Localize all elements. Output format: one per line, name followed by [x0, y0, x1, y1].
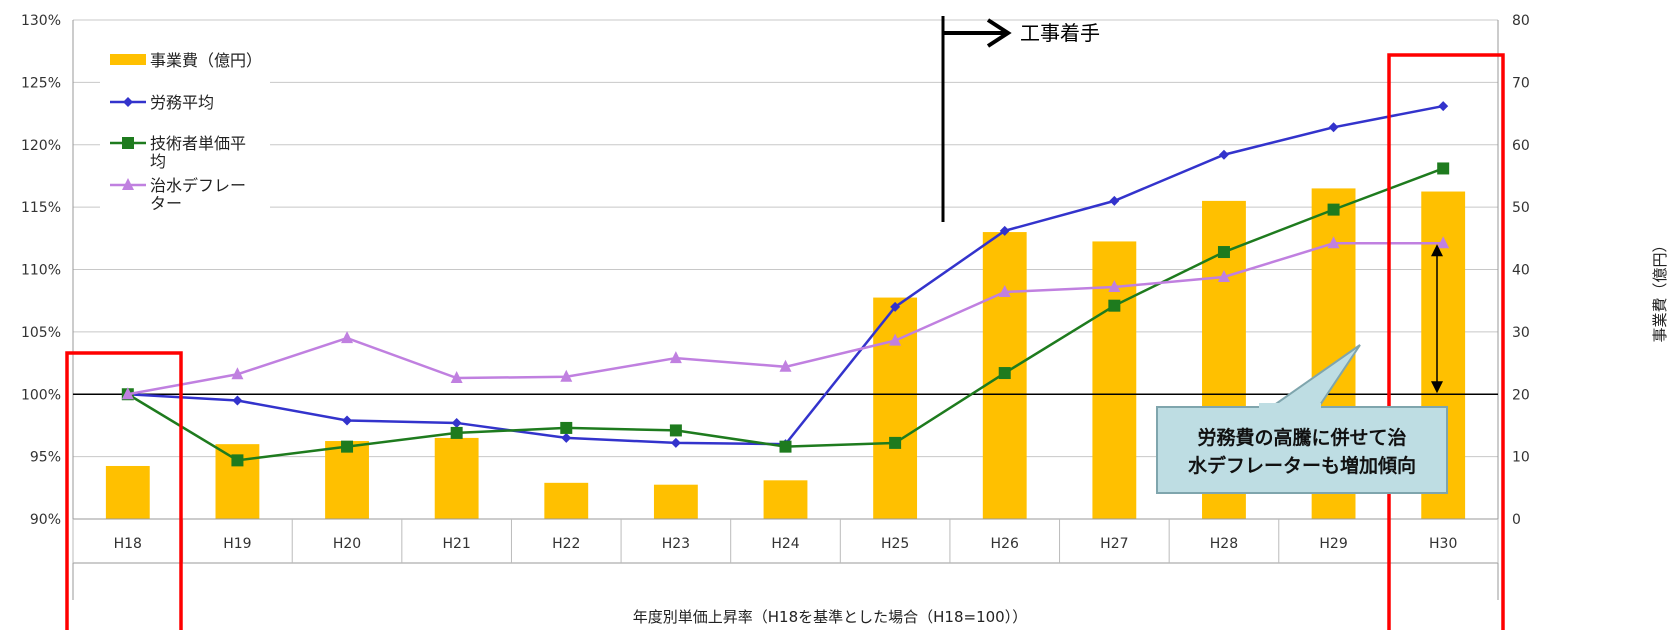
marker-diamond: [671, 438, 681, 448]
x-tick-label: H28: [1210, 536, 1238, 552]
x-tick-label: H30: [1429, 536, 1457, 552]
marker-diamond: [452, 418, 462, 428]
x-tick-label: H27: [1100, 536, 1128, 552]
y-left-tick-label: 125%: [21, 75, 61, 91]
y-right-tick-label: 50: [1512, 200, 1530, 216]
y-left-tick-label: 105%: [21, 325, 61, 341]
marker-triangle: [341, 331, 353, 343]
marker-diamond: [342, 415, 352, 425]
y-right-tick-label: 20: [1512, 387, 1530, 403]
y-right-tick-label: 30: [1512, 325, 1530, 341]
y-right-tick-label: 0: [1512, 512, 1521, 528]
x-tick-label: H22: [552, 536, 580, 552]
marker-diamond: [1329, 122, 1339, 132]
callout-text: 労務費の高騰に併せて治: [1197, 426, 1406, 449]
marker-diamond: [1219, 150, 1229, 160]
y-right-tick-label: 40: [1512, 263, 1530, 279]
marker-square: [451, 427, 463, 439]
x-tick-label: H26: [991, 536, 1019, 552]
marker-square: [1437, 162, 1449, 174]
x-tick-label: H25: [881, 536, 909, 552]
y-axis-right-title: 事業費（億円）: [1651, 237, 1669, 342]
marker-square: [999, 367, 1011, 379]
marker-diamond: [1438, 101, 1448, 111]
x-tick-label: H24: [771, 536, 799, 552]
bar: [654, 485, 698, 519]
marker-square: [122, 137, 134, 149]
x-tick-label: H20: [333, 536, 361, 552]
bar: [325, 441, 369, 519]
callout-text: 水デフレーターも増加傾向: [1188, 454, 1416, 477]
marker-diamond: [232, 395, 242, 405]
legend-swatch: [110, 54, 146, 65]
marker-diamond: [1109, 196, 1119, 206]
bar: [435, 438, 479, 519]
marker-square: [1328, 204, 1340, 216]
x-tick-label: H21: [442, 536, 470, 552]
construction-start-label: 工事着手: [1020, 21, 1100, 45]
legend-label: 労務平均: [150, 93, 214, 112]
y-right-tick-label: 80: [1512, 13, 1530, 29]
marker-diamond: [561, 433, 571, 443]
marker-square: [670, 424, 682, 436]
bar: [544, 483, 588, 519]
marker-square: [560, 422, 572, 434]
marker-square: [1108, 300, 1120, 312]
bar: [764, 480, 808, 519]
y-left-tick-label: 120%: [21, 138, 61, 154]
x-tick-label: H19: [223, 536, 251, 552]
bar: [106, 466, 150, 519]
callout-box: [1157, 407, 1447, 493]
x-tick-label: H23: [662, 536, 690, 552]
x-tick-label: H29: [1319, 536, 1347, 552]
y-left-tick-label: 95%: [30, 450, 61, 466]
x-axis-title: 年度別単価上昇率（H18を基準とした場合（H18=100））: [633, 608, 1027, 626]
y-right-tick-label: 60: [1512, 138, 1530, 154]
marker-square: [780, 441, 792, 453]
bar: [873, 298, 917, 519]
x-tick-label: H18: [114, 536, 142, 552]
y-left-tick-label: 110%: [21, 263, 61, 279]
y-left-tick-label: 100%: [21, 387, 61, 403]
callout-join: [1259, 403, 1321, 411]
marker-square: [1218, 246, 1230, 258]
y-right-tick-label: 70: [1512, 75, 1530, 91]
marker-square: [231, 454, 243, 466]
marker-square: [341, 441, 353, 453]
y-left-tick-label: 90%: [30, 512, 61, 528]
y-left-tick-label: 115%: [21, 200, 61, 216]
marker-square: [889, 437, 901, 449]
marker-triangle: [670, 351, 682, 363]
legend-label: 事業費（億円）: [150, 51, 262, 70]
y-left-tick-label: 130%: [21, 13, 61, 29]
y-right-tick-label: 10: [1512, 450, 1530, 466]
